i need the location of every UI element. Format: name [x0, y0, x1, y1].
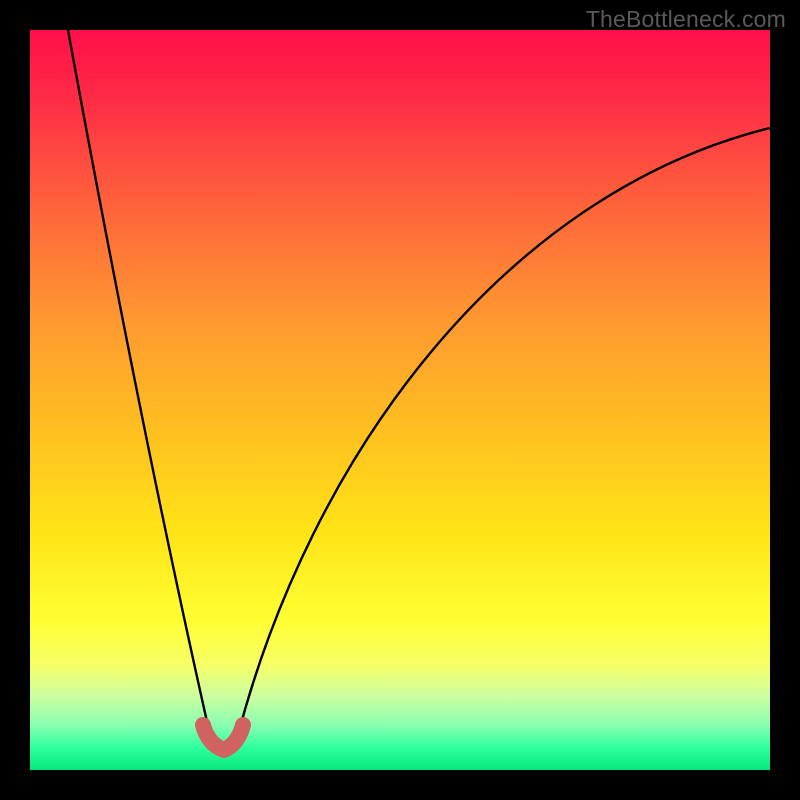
bottleneck-curve — [30, 30, 770, 770]
plot-frame — [30, 30, 770, 770]
watermark-text: TheBottleneck.com — [586, 6, 786, 33]
curve-left-branch — [68, 30, 210, 735]
curve-right-branch — [238, 128, 770, 735]
bottom-u-marker — [203, 725, 243, 750]
